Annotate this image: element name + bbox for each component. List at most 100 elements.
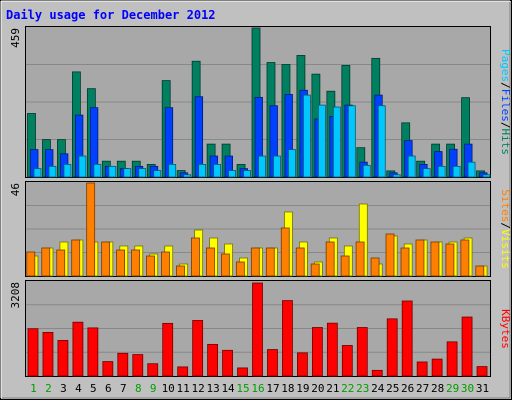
bottom-bar-kbytes-day-17 [267, 349, 278, 377]
middle-legend: Sites/Visits [499, 189, 512, 269]
middle-bar-sites-day-29 [445, 243, 455, 277]
panel-middle: 46 Sites/Visits [9, 181, 512, 277]
middle-bar-sites-day-14 [220, 253, 230, 277]
top-legend: Pages/Files/Hits [499, 49, 512, 155]
bottom-bar-kbytes-day-15 [237, 367, 248, 377]
middle-bar-sites-day-9 [146, 255, 155, 277]
bottom-bar-kbytes-day-29 [446, 341, 458, 377]
bottom-bar-kbytes-day-6 [102, 361, 114, 377]
bottom-bar-kbytes-day-12 [192, 320, 204, 377]
middle-bar-sites-day-19 [295, 247, 305, 277]
bottom-bar-kbytes-day-7 [117, 352, 129, 377]
x-tick-day-12: 12 [192, 382, 205, 395]
x-tick-day-14: 14 [221, 382, 235, 395]
middle-bar-sites-day-24 [370, 257, 380, 277]
middle-bar-sites-day-31 [475, 265, 485, 277]
top-bar-pages-day-9 [153, 170, 162, 178]
top-bar-pages-day-5 [93, 164, 102, 178]
bottom-bar-kbytes-day-24 [371, 369, 383, 377]
middle-bar-sites-day-30 [460, 239, 470, 277]
x-tick-day-22: 22 [341, 382, 354, 395]
bottom-y-tick-label: 3208 [9, 282, 22, 309]
bottom-bar-kbytes-day-2 [42, 331, 54, 377]
x-tick-day-23: 23 [356, 382, 369, 395]
x-axis-day-labels: 1 2 3 4 5 6 7 8 9 10 11 12 13 14 15 16 17 18 19 20 21 22 23 24 2… [30, 382, 489, 395]
top-bar-pages-day-22 [347, 105, 356, 178]
panel-bottom-bars [26, 282, 490, 377]
middle-bar-sites-day-15 [235, 261, 245, 277]
top-bar-pages-day-20 [317, 104, 326, 178]
middle-bar-sites-day-10 [161, 251, 170, 277]
middle-bar-sites-day-4 [71, 239, 81, 277]
bottom-bar-kbytes-day-19 [297, 352, 308, 377]
bottom-bar-kbytes-day-10 [162, 322, 174, 377]
x-tick-day-4: 4 [75, 382, 82, 395]
x-tick-day-27: 27 [416, 382, 429, 395]
middle-bar-sites-day-20 [310, 263, 320, 277]
bottom-bar-kbytes-day-25 [386, 318, 398, 377]
top-bar-pages-day-17 [273, 155, 281, 178]
top-bar-pages-day-19 [303, 94, 311, 178]
top-bar-pages-day-4 [78, 155, 87, 178]
x-tick-day-26: 26 [401, 382, 414, 395]
top-bar-pages-day-13 [213, 164, 222, 178]
top-bar-pages-day-12 [198, 164, 207, 178]
bottom-bar-kbytes-day-4 [72, 321, 84, 377]
bottom-bar-kbytes-day-18 [282, 300, 293, 377]
x-tick-day-19: 19 [296, 382, 309, 395]
top-bar-pages-day-27 [422, 168, 431, 178]
x-tick-day-31: 31 [476, 382, 489, 395]
top-bar-pages-day-25 [392, 174, 401, 178]
top-bar-pages-day-31 [482, 174, 491, 178]
middle-bar-sites-day-23 [355, 241, 365, 277]
bottom-bar-kbytes-day-9 [147, 363, 159, 377]
bottom-legend: KBytes [499, 309, 512, 349]
bottom-bar-kbytes-day-28 [431, 358, 443, 377]
top-bar-pages-day-24 [377, 105, 386, 178]
x-tick-day-6: 6 [105, 382, 112, 395]
top-bar-pages-day-29 [452, 165, 461, 178]
middle-bar-sites-day-12 [191, 237, 200, 277]
middle-bar-sites-day-17 [265, 247, 275, 277]
x-tick-day-8: 8 [135, 382, 142, 395]
x-tick-day-24: 24 [371, 382, 385, 395]
x-tick-day-30: 30 [461, 382, 474, 395]
bottom-bar-kbytes-day-27 [416, 361, 428, 377]
x-tick-day-9: 9 [150, 382, 157, 395]
x-tick-day-1: 1 [30, 382, 37, 395]
bottom-bar-kbytes-day-22 [341, 345, 353, 377]
middle-bar-sites-day-18 [280, 227, 290, 277]
x-tick-day-5: 5 [90, 382, 97, 395]
top-bar-pages-day-2 [48, 165, 57, 178]
top-bar-pages-day-14 [228, 170, 236, 178]
panel-top: 459 Pages/Files/Hits [9, 26, 512, 178]
panel-bottom: 3208 KBytes [9, 280, 512, 377]
top-bar-pages-day-7 [123, 168, 132, 178]
top-bar-pages-day-16 [258, 155, 266, 178]
middle-y-tick-label: 46 [9, 183, 22, 196]
top-bar-pages-day-8 [138, 168, 147, 178]
bottom-bar-kbytes-day-30 [461, 316, 473, 377]
middle-bar-sites-day-5 [86, 182, 96, 277]
x-tick-day-7: 7 [120, 382, 127, 395]
x-tick-day-16: 16 [251, 382, 264, 395]
bottom-bar-kbytes-day-23 [356, 327, 368, 377]
panel-middle-bars [26, 182, 490, 277]
middle-bar-sites-day-7 [116, 249, 126, 277]
top-bar-pages-day-26 [407, 155, 416, 178]
bottom-bar-kbytes-day-20 [311, 327, 323, 377]
middle-bar-sites-day-22 [340, 255, 350, 277]
top-bar-pages-day-21 [332, 106, 341, 178]
x-tick-day-13: 13 [206, 382, 219, 395]
x-tick-day-2: 2 [45, 382, 52, 395]
middle-bar-sites-day-11 [176, 265, 185, 277]
bottom-bar-kbytes-day-14 [222, 349, 233, 377]
middle-bar-sites-day-21 [325, 241, 335, 277]
x-tick-day-25: 25 [386, 382, 399, 395]
middle-bar-sites-day-1 [26, 251, 36, 277]
x-tick-day-29: 29 [446, 382, 459, 395]
top-bar-pages-day-3 [63, 164, 72, 178]
top-bar-pages-day-10 [168, 164, 177, 178]
top-bar-pages-day-28 [437, 165, 446, 178]
top-y-tick-label: 459 [9, 28, 22, 48]
